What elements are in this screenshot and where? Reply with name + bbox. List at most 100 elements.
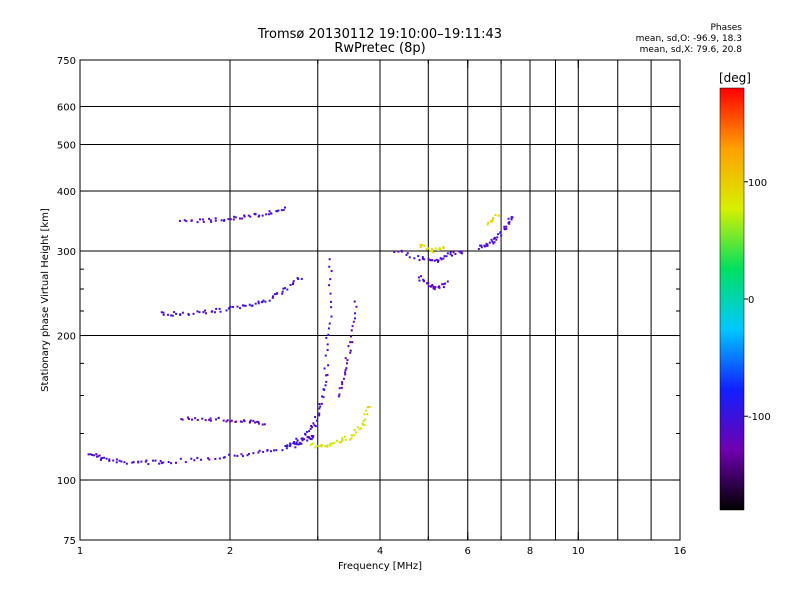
data-point — [178, 219, 181, 222]
data-point — [338, 441, 341, 444]
data-point — [100, 457, 103, 460]
data-point — [499, 231, 502, 234]
data-point — [318, 402, 321, 405]
data-point — [310, 434, 313, 437]
data-point — [427, 258, 430, 261]
y-axis-label: Stationary phase Virtual Height [km] — [40, 208, 51, 392]
y-tick-label: 300 — [57, 247, 76, 258]
trace-e-trace — [87, 434, 315, 466]
data-point — [247, 214, 250, 217]
data-point — [281, 290, 284, 293]
data-point — [352, 320, 355, 323]
data-point — [490, 238, 493, 241]
data-point — [362, 419, 365, 422]
data-point — [364, 409, 367, 412]
data-point — [353, 300, 356, 303]
data-point — [241, 217, 244, 220]
data-point — [208, 217, 211, 220]
data-point — [270, 450, 273, 453]
data-point — [208, 418, 211, 421]
data-point — [170, 314, 173, 317]
data-point — [479, 244, 482, 247]
data-point — [247, 452, 250, 455]
data-point — [503, 225, 506, 228]
data-point — [140, 460, 143, 463]
data-point — [234, 216, 237, 219]
data-point — [267, 213, 270, 216]
data-point — [427, 247, 430, 250]
data-point — [105, 457, 108, 460]
data-point — [458, 250, 461, 253]
data-point — [437, 259, 440, 262]
data-point — [295, 441, 298, 444]
data-point — [366, 413, 369, 416]
data-point — [496, 236, 499, 239]
trace-far-f — [477, 216, 514, 250]
y-tick-label: 750 — [57, 56, 76, 67]
data-point — [452, 251, 455, 254]
data-point — [432, 251, 435, 254]
data-point — [451, 254, 454, 257]
data-point — [225, 420, 228, 423]
data-point — [154, 459, 157, 462]
data-point — [98, 454, 101, 457]
data-point — [296, 277, 299, 280]
data-point — [326, 373, 329, 376]
data-point — [493, 236, 496, 239]
data-point — [233, 454, 236, 457]
data-point — [487, 221, 490, 224]
data-point — [353, 433, 356, 436]
data-point — [397, 250, 400, 253]
x-tick-label: 4 — [377, 546, 383, 557]
data-point — [236, 454, 239, 457]
data-point — [314, 425, 317, 428]
data-point — [445, 255, 448, 258]
data-point — [162, 311, 165, 314]
data-point — [326, 444, 329, 447]
data-point — [145, 459, 148, 462]
data-point — [209, 419, 212, 422]
data-point — [435, 258, 438, 261]
data-point — [344, 369, 347, 372]
data-point — [268, 210, 271, 213]
data-point — [417, 255, 420, 258]
x-axis-label: Frequency [MHz] — [338, 561, 422, 572]
data-point — [108, 458, 111, 461]
data-point — [223, 219, 226, 222]
data-point — [263, 423, 266, 426]
data-point — [187, 313, 190, 316]
data-point — [219, 310, 222, 313]
data-point — [505, 227, 508, 230]
data-point — [320, 444, 323, 447]
data-point — [344, 373, 347, 376]
data-point — [488, 241, 491, 244]
data-point — [310, 424, 313, 427]
trace-second-e — [180, 416, 266, 426]
data-point — [242, 304, 245, 307]
data-point — [431, 284, 434, 287]
data-point — [285, 447, 288, 450]
data-point — [187, 418, 190, 421]
data-point — [217, 416, 220, 419]
data-point — [480, 246, 483, 249]
data-point — [180, 418, 183, 421]
data-point — [350, 437, 353, 440]
data-point — [97, 455, 100, 458]
data-point — [503, 227, 506, 230]
data-point — [196, 456, 199, 459]
data-point — [160, 462, 163, 465]
data-point — [344, 357, 347, 360]
data-point — [318, 407, 321, 410]
data-point — [489, 220, 492, 223]
data-point — [440, 258, 443, 261]
data-point — [304, 432, 307, 435]
data-point — [229, 305, 232, 308]
data-point — [492, 216, 495, 219]
data-point — [345, 362, 348, 365]
x-tick-label: 16 — [674, 546, 687, 557]
data-point — [123, 461, 126, 464]
data-point — [311, 436, 314, 439]
data-point — [330, 306, 333, 309]
data-point — [427, 285, 430, 288]
data-point — [257, 300, 260, 303]
